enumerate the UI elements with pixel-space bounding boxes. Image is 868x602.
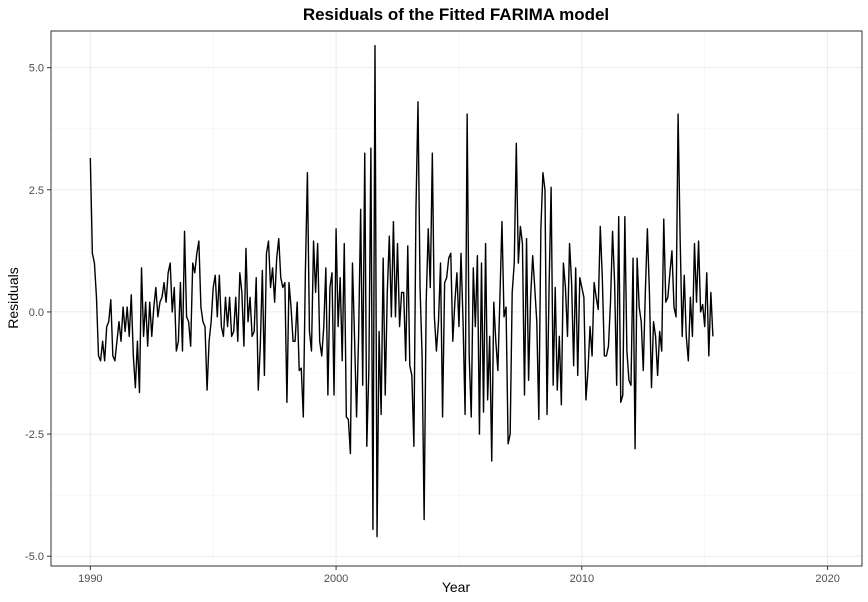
x-axis: 1990 2000 2010 2020 xyxy=(78,566,840,585)
chart-title: Residuals of the Fitted FARIMA model xyxy=(303,5,609,24)
grid-layer xyxy=(51,31,862,566)
x-axis-label: Year xyxy=(442,579,471,595)
x-tick-label: 1990 xyxy=(78,573,102,585)
y-tick-label: -2.5 xyxy=(25,429,44,441)
x-tick-label: 2020 xyxy=(815,573,839,585)
panel-border xyxy=(50,30,863,567)
x-tick-label: 2000 xyxy=(324,573,348,585)
y-axis-label: Residuals xyxy=(5,267,21,328)
residuals-series-line xyxy=(89,44,714,538)
y-axis: -5.0 -2.5 0.0 2.5 5.0 xyxy=(25,63,51,563)
y-tick-label: -5.0 xyxy=(25,551,44,563)
y-tick-label: 0.0 xyxy=(29,307,44,319)
y-tick-label: 2.5 xyxy=(29,185,44,197)
y-tick-label: 5.0 xyxy=(29,63,44,75)
x-tick-label: 2010 xyxy=(570,573,594,585)
